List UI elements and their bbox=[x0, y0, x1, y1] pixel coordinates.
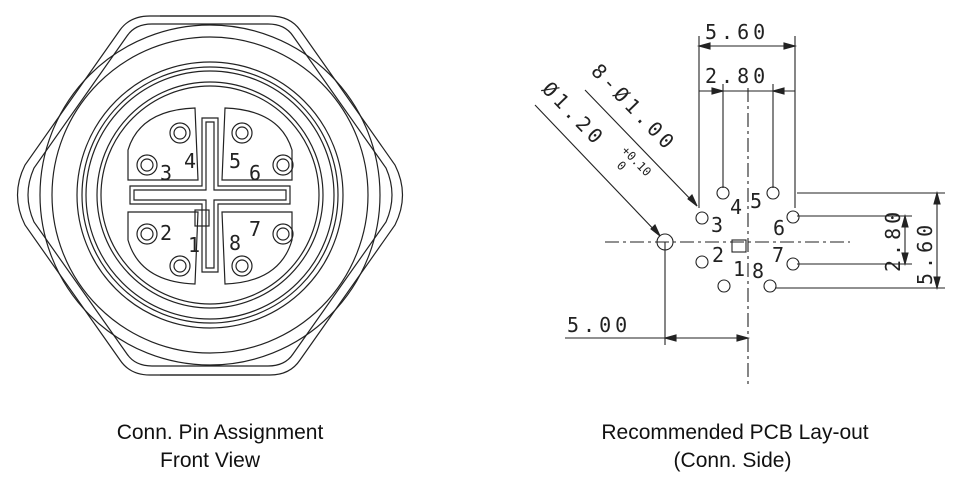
caption-pcb-line2: (Conn. Side) bbox=[673, 449, 792, 472]
connector-pin-holes bbox=[136, 122, 294, 277]
connector-pin-labels: 3 4 5 6 2 1 8 7 bbox=[160, 149, 261, 257]
insert-quadrant-bottom-right bbox=[221, 211, 293, 285]
caption-connector-line2: Front View bbox=[160, 449, 260, 472]
dim-5-60-right: 5.60 bbox=[913, 221, 937, 285]
dim-5-00-bottom: 5.00 bbox=[567, 313, 631, 337]
connector-front-view bbox=[16, 15, 404, 376]
conn-pin-3: 3 bbox=[160, 161, 172, 185]
mount-hole bbox=[656, 233, 674, 251]
pcb-layout-drawing bbox=[534, 36, 945, 385]
pcb-pin-1: 1 bbox=[733, 257, 745, 281]
pcb-holes bbox=[656, 186, 800, 293]
pcb-pin-8: 8 bbox=[752, 259, 764, 283]
dim-tolerance-lower: 0 bbox=[614, 158, 629, 173]
caption-connector-line1: Conn. Pin Assignment bbox=[116, 421, 324, 444]
hex-nut-inner-outline bbox=[27, 23, 393, 367]
dim-5-60-top: 5.60 bbox=[705, 20, 769, 44]
pcb-pin-4: 4 bbox=[730, 195, 742, 219]
caption-pcb-line1: Recommended PCB Lay-out bbox=[601, 421, 869, 444]
pcb-pin-3: 3 bbox=[711, 213, 723, 237]
pcb-pin-labels: 3 4 5 6 2 1 8 7 bbox=[711, 189, 785, 283]
conn-pin-2: 2 bbox=[160, 221, 172, 245]
leader-pin-holes bbox=[584, 89, 698, 207]
pcb-dimension-texts: 5.60 2.80 8-Ø1.00 Ø1.20 +0.10 0 2.80 5.6… bbox=[537, 20, 937, 337]
conn-pin-7: 7 bbox=[249, 217, 261, 241]
pcb-pin-7: 7 bbox=[772, 243, 784, 267]
leader-mount-hole bbox=[534, 104, 661, 237]
dim-2-80-right: 2.80 bbox=[881, 208, 905, 272]
dim-2-80-top: 2.80 bbox=[705, 64, 769, 88]
insert-quadrant-bottom-left bbox=[127, 211, 199, 285]
pcb-pin-5: 5 bbox=[750, 189, 762, 213]
conn-pin-1: 1 bbox=[188, 233, 200, 257]
coding-key-cross bbox=[129, 117, 291, 273]
hex-nut-outline bbox=[16, 15, 404, 376]
insert-quadrant-top-right bbox=[221, 107, 293, 181]
outer-ring bbox=[39, 24, 381, 366]
conn-pin-8: 8 bbox=[229, 231, 241, 255]
conn-pin-4: 4 bbox=[184, 149, 196, 173]
insert-quadrant-top-left bbox=[127, 107, 199, 181]
conn-pin-6: 6 bbox=[249, 161, 261, 185]
conn-pin-5: 5 bbox=[229, 149, 241, 173]
pcb-pin-2: 2 bbox=[712, 243, 724, 267]
pcb-pin-6: 6 bbox=[773, 216, 785, 240]
